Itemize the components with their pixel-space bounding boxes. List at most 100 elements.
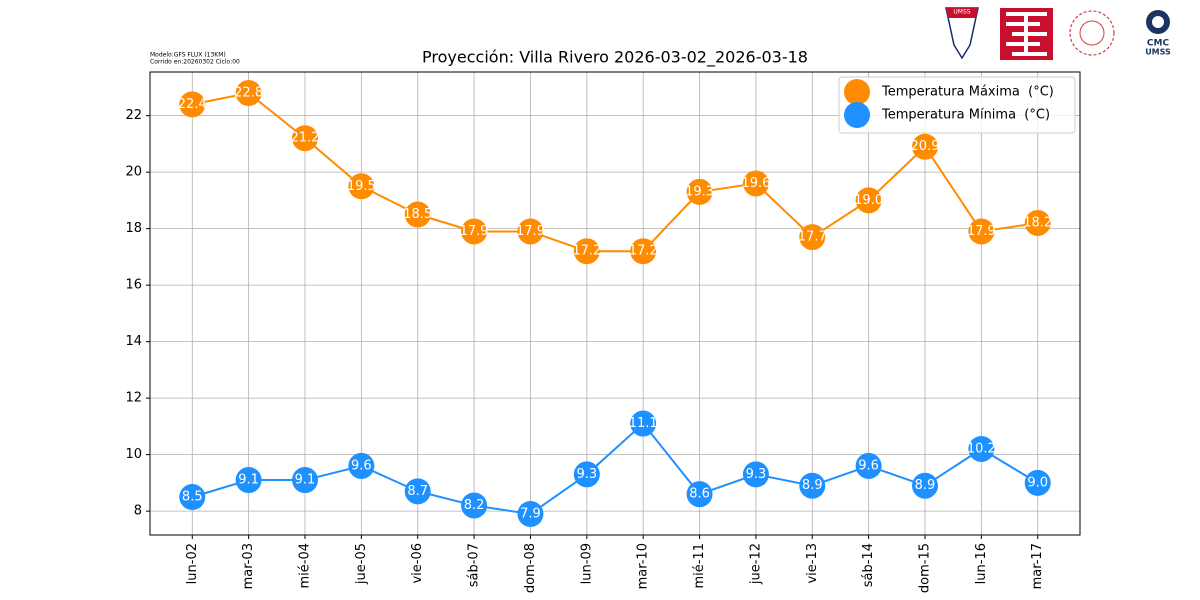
red-logo-pattern — [1006, 12, 1047, 56]
series-line — [192, 91, 1038, 253]
value-label: 21.2 — [291, 131, 320, 146]
point — [799, 224, 826, 251]
x-tick-label: lun-16 — [974, 543, 989, 584]
legend-box — [838, 76, 1076, 134]
value-label: 8.7 — [407, 484, 428, 499]
y-tick-label: 14 — [125, 334, 142, 349]
x-tick-label: dom-08 — [523, 543, 538, 593]
value-label: 17.2 — [572, 244, 601, 259]
y-tick-label: 10 — [125, 447, 142, 462]
value-label: 9.6 — [858, 458, 879, 473]
value-label: 19.6 — [741, 176, 770, 191]
x-tick-label: sáb-14 — [861, 543, 876, 587]
y-tick-label: 16 — [125, 278, 142, 293]
cmc-text: UMSS — [1145, 48, 1171, 57]
value-label: 17.9 — [460, 224, 489, 239]
plot-frame — [149, 71, 1081, 536]
point — [348, 452, 375, 479]
value-label: 19.3 — [685, 184, 714, 199]
point — [1024, 469, 1051, 496]
legend-label: Temperatura Mínima (°C) — [881, 108, 1050, 123]
value-label: 9.6 — [351, 458, 372, 473]
point — [292, 125, 318, 152]
point — [461, 492, 488, 519]
point — [517, 218, 544, 245]
round-logo — [1069, 10, 1115, 56]
value-label: 9.3 — [746, 467, 767, 482]
x-tick-label: lun-09 — [579, 543, 594, 584]
round-logo-inner — [1079, 20, 1105, 46]
shield-text: UMSS — [953, 9, 970, 16]
point — [404, 201, 431, 228]
point — [573, 238, 600, 265]
value-label: 9.1 — [295, 473, 316, 488]
point — [630, 238, 657, 265]
value-label: 8.9 — [802, 478, 823, 493]
point — [630, 410, 657, 437]
point — [912, 472, 938, 499]
point — [179, 91, 206, 118]
value-label: 19.5 — [347, 179, 376, 194]
value-label: 9.0 — [1027, 475, 1048, 490]
point — [742, 461, 769, 488]
series-line — [191, 422, 1039, 516]
x-tick-label: mié-11 — [692, 543, 707, 589]
model-info: Modelo:GFS FLUX (13KM) — [150, 52, 226, 59]
x-tick-label: jue-05 — [354, 543, 369, 585]
cmc-logo-inner — [1152, 16, 1164, 28]
point — [968, 218, 995, 245]
point — [292, 467, 318, 494]
value-label: 17.2 — [629, 244, 658, 259]
value-label: 22.4 — [178, 97, 207, 112]
legend-label: Temperatura Máxima (°C) — [881, 85, 1054, 100]
point — [179, 484, 206, 511]
value-label: 7.9 — [520, 506, 541, 521]
value-label: 11.1 — [629, 416, 658, 431]
y-tick-label: 8 — [134, 504, 142, 519]
point — [348, 173, 375, 200]
point — [686, 481, 713, 508]
point — [855, 452, 882, 479]
y-tick-label: 12 — [125, 391, 142, 406]
point — [968, 435, 995, 462]
legend-marker — [844, 102, 870, 128]
point — [855, 187, 882, 214]
shield-band — [946, 8, 978, 18]
value-label: 17.7 — [798, 230, 827, 245]
point — [742, 170, 769, 197]
y-tick-label: 22 — [125, 108, 142, 123]
value-label: 8.5 — [182, 490, 203, 505]
value-label: 17.9 — [516, 224, 545, 239]
y-tick-label: 18 — [125, 221, 142, 236]
value-label: 10.2 — [967, 441, 996, 456]
x-tick-label: vie-13 — [805, 543, 820, 584]
logos: UMSS CMC UMSS — [945, 7, 1171, 60]
value-label: 18.2 — [1023, 215, 1052, 230]
value-label: 8.6 — [689, 487, 710, 502]
x-tick-label: jue-12 — [748, 543, 763, 585]
point — [404, 478, 431, 505]
value-label: 18.5 — [403, 207, 432, 222]
point — [912, 133, 938, 160]
point — [1024, 209, 1051, 236]
model-info: Corrido en:20260302 Ciclo:00 — [150, 59, 240, 66]
x-tick-label: vie-06 — [410, 543, 425, 584]
point — [517, 500, 544, 527]
point — [573, 461, 600, 488]
value-label: 9.1 — [238, 473, 259, 488]
value-label: 8.9 — [915, 478, 936, 493]
point — [235, 80, 262, 107]
x-tick-label: sáb-07 — [467, 543, 482, 587]
x-tick-label: lun-02 — [185, 543, 200, 584]
value-label: 20.9 — [911, 139, 940, 154]
value-label: 17.9 — [967, 224, 996, 239]
x-tick-label: dom-15 — [918, 543, 933, 593]
value-label: 8.2 — [464, 498, 485, 513]
point — [235, 467, 262, 494]
point — [461, 218, 488, 245]
value-label: 9.3 — [576, 467, 597, 482]
x-tick-label: mar-03 — [241, 543, 256, 589]
point — [686, 178, 713, 205]
